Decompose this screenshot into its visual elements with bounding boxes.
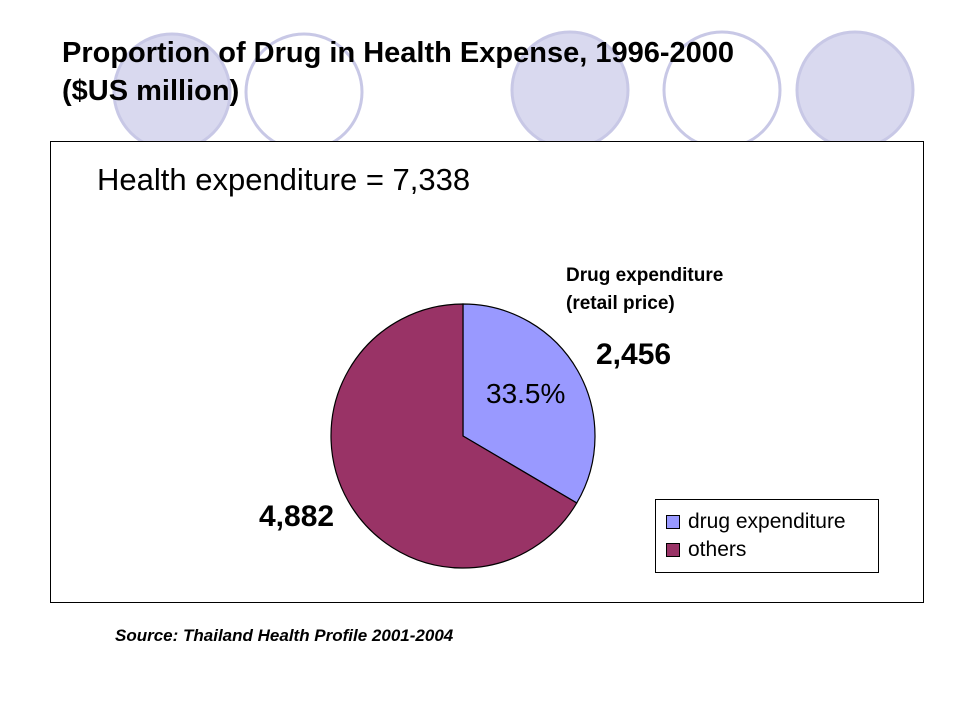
source-note: Source: Thailand Health Profile 2001-200…	[115, 626, 454, 645]
legend-swatch-drug	[666, 515, 680, 529]
chart-title: Health expenditure = 7,338	[97, 162, 471, 197]
legend-label-others: others	[688, 538, 747, 561]
legend-swatch-others	[666, 543, 680, 557]
legend: drug expenditure others	[655, 499, 879, 573]
slide-title: Proportion of Drug in Health Expense, 19…	[62, 34, 942, 110]
pie-chart	[330, 303, 596, 569]
pie-slice-drug-expenditure	[462, 303, 596, 504]
legend-label-drug: drug expenditure	[688, 510, 846, 533]
drug-annotation: Drug expenditure (retail price)	[566, 262, 723, 318]
others-value-label: 4,882	[259, 500, 335, 533]
drug-value-label: 2,456	[596, 338, 672, 371]
drug-percent-label: 33.5%	[486, 378, 566, 409]
drug-annotation-line-1: Drug expenditure	[566, 265, 724, 286]
legend-item-others: others	[666, 536, 878, 564]
drug-annotation-line-2: (retail price)	[566, 293, 675, 314]
chart-area: Health expenditure = 7,338 Drug expendit…	[50, 141, 924, 603]
slide-title-line-1: Proportion of Drug in Health Expense, 19…	[62, 37, 734, 69]
pie-slice-others	[330, 303, 578, 569]
legend-item-drug: drug expenditure	[666, 508, 878, 536]
slide-title-line-2: ($US million)	[62, 75, 240, 107]
